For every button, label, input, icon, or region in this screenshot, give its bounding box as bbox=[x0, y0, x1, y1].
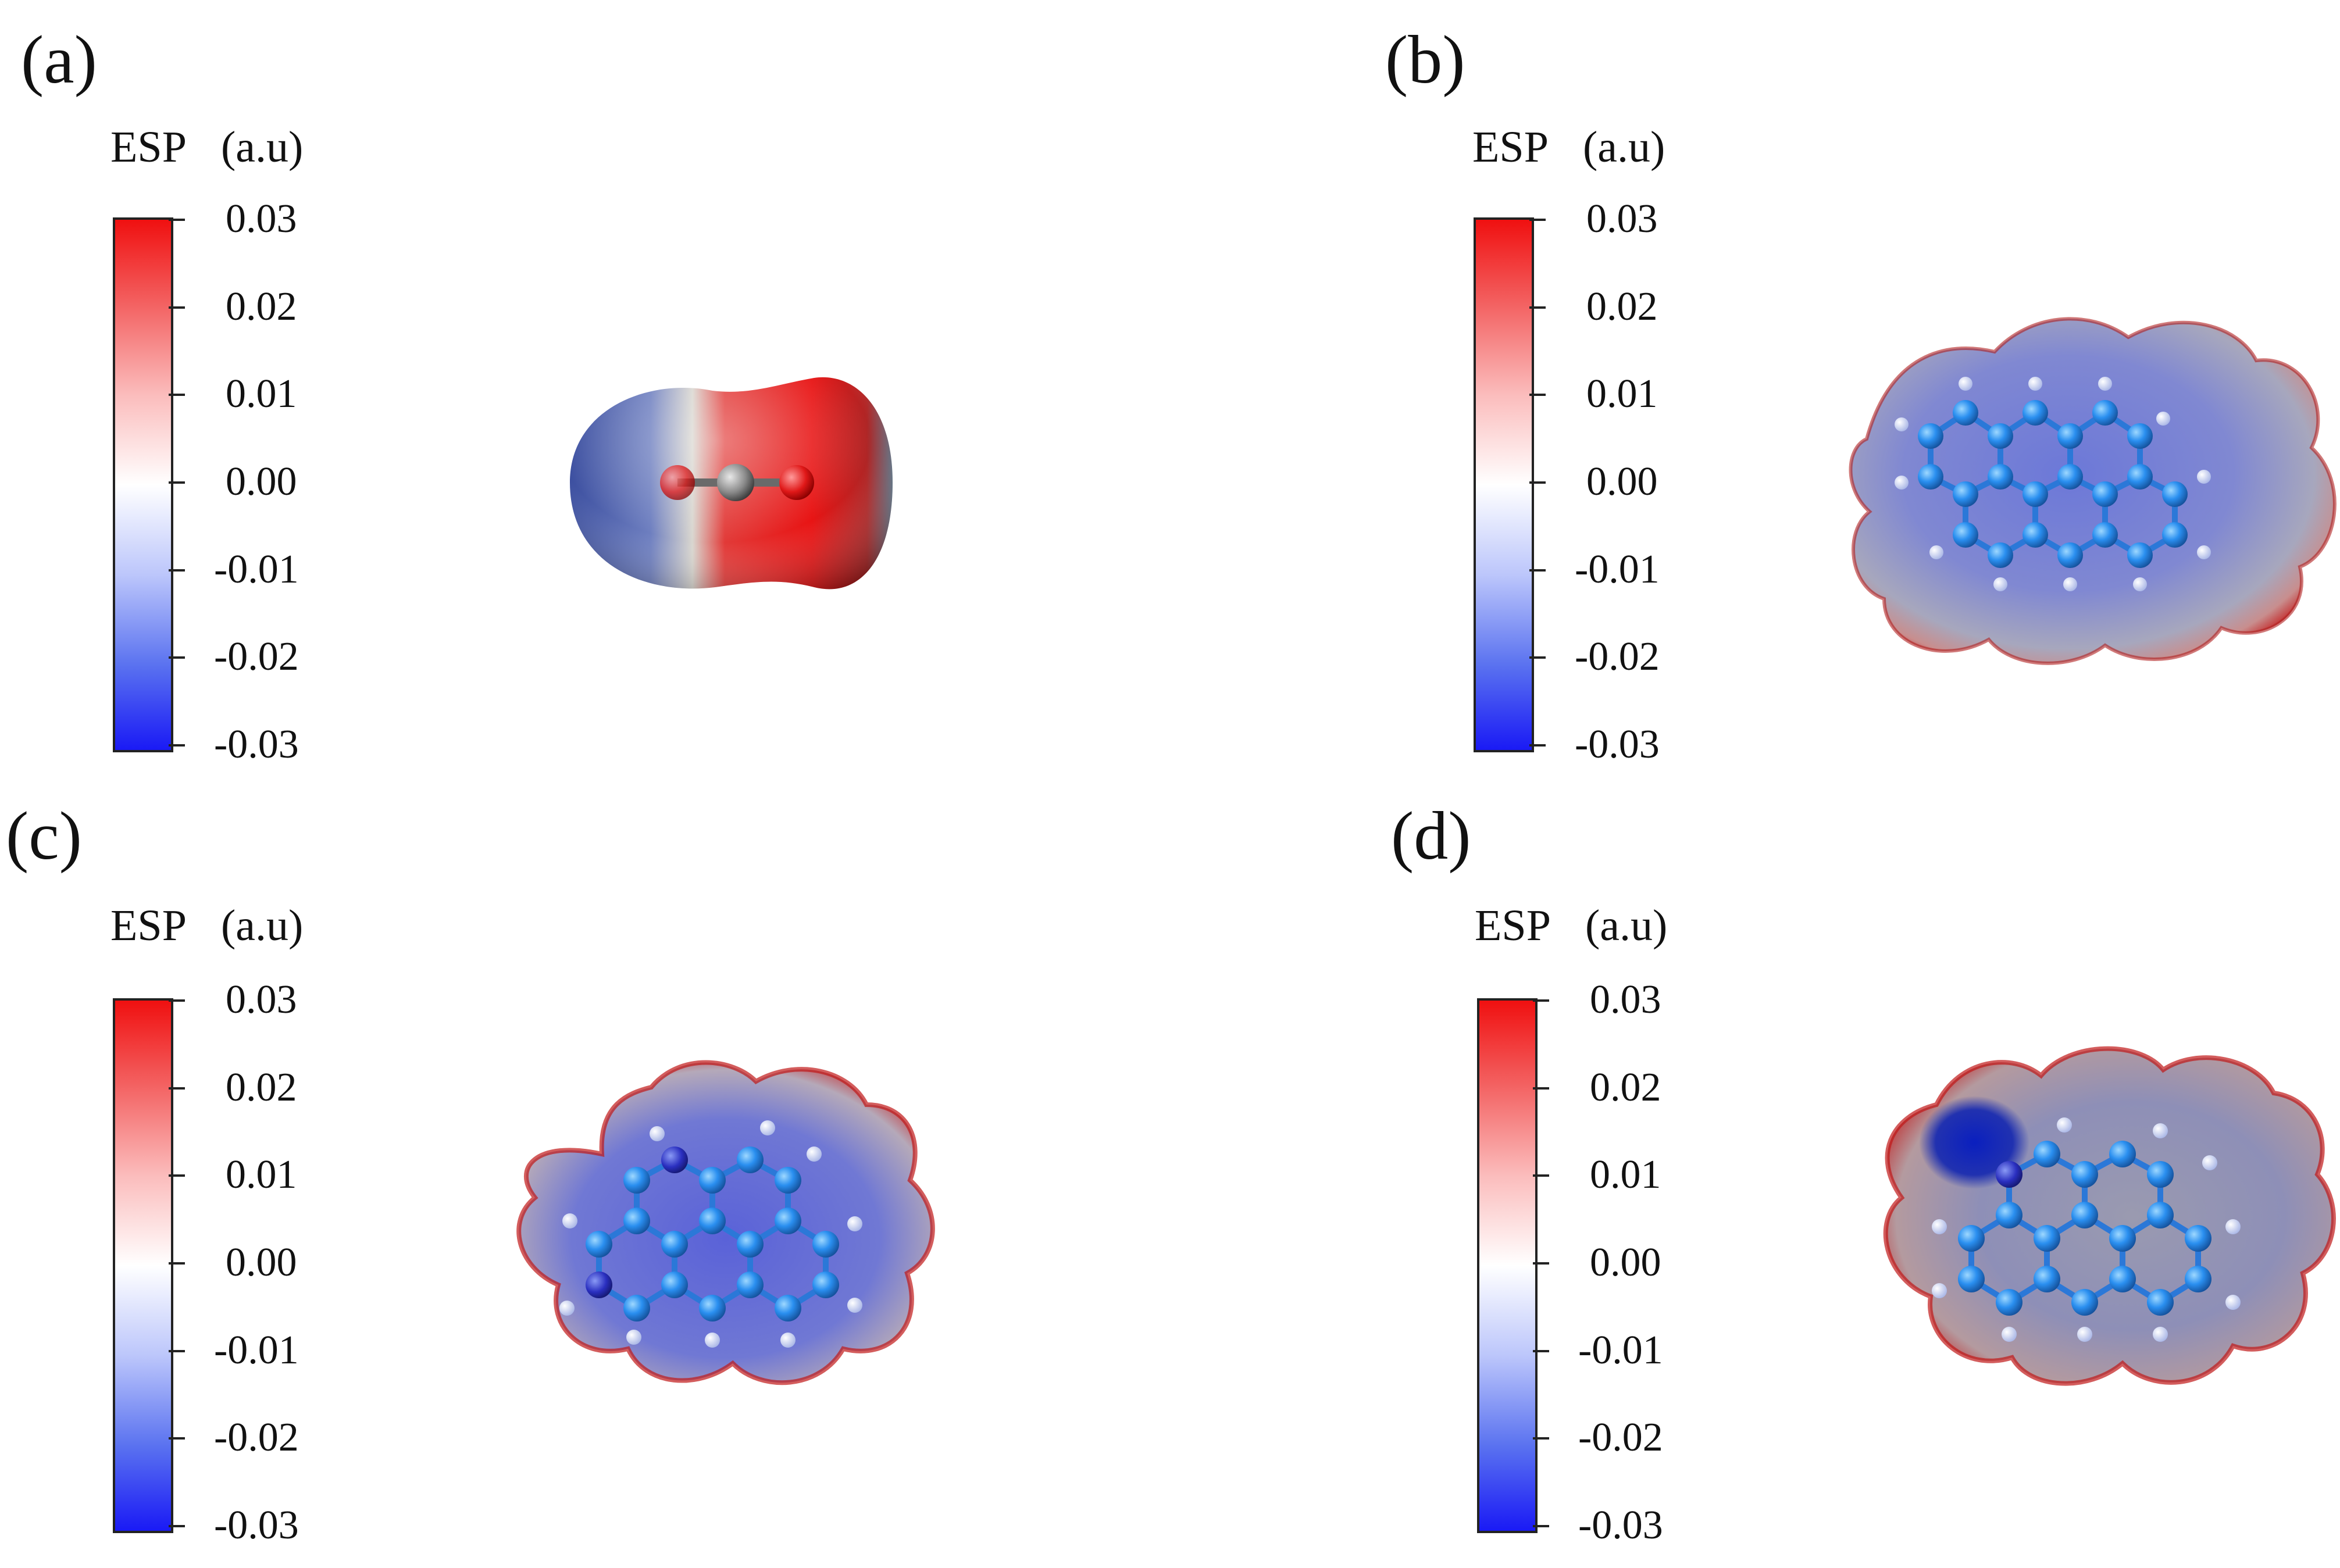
colorbar-tick bbox=[1529, 481, 1546, 484]
colorbar-tick bbox=[1529, 306, 1546, 309]
colorbar-tick-label: 0.00 bbox=[226, 459, 297, 504]
panel-a-esp-surface bbox=[570, 377, 893, 590]
colorbar-tick-label: 0.02 bbox=[226, 1065, 297, 1110]
colorbar-tick bbox=[1533, 1262, 1549, 1265]
colorbar-tick bbox=[1533, 1437, 1549, 1440]
colorbar-title: ESP (a.u) bbox=[1475, 901, 1667, 951]
colorbar-tick bbox=[1533, 1349, 1549, 1352]
colorbar-tick-label: -0.03 bbox=[214, 722, 299, 767]
colorbar-tick-label: 0.01 bbox=[1590, 1152, 1661, 1198]
colorbar-tick-label: 0.02 bbox=[1586, 284, 1658, 329]
panel-d: (d) ESP (a.u) 0.03 0.02 0.01 0.00 -0.01 -0.02… bbox=[1170, 784, 2340, 1568]
colorbar-title: ESP (a.u) bbox=[1472, 122, 1665, 173]
colorbar-tick bbox=[169, 1349, 185, 1352]
colorbar-tick bbox=[169, 394, 185, 397]
panel-b: (b) ESP (a.u) 0.03 0.02 0.01 0.00 -0.01 -0.02… bbox=[1170, 0, 2340, 784]
colorbar-tick-label: -0.03 bbox=[1578, 1503, 1663, 1548]
colorbar-tick-label: 0.03 bbox=[1586, 197, 1658, 241]
colorbar-tick-label: -0.02 bbox=[1575, 634, 1660, 680]
panel-d-esp-surface bbox=[1883, 1046, 2336, 1386]
colorbar-tick bbox=[169, 1262, 185, 1265]
colorbar-tick bbox=[1529, 744, 1546, 747]
colorbar-tick-label: -0.02 bbox=[214, 634, 299, 680]
esp-label: ESP bbox=[1472, 123, 1549, 172]
colorbar-tick-label: 0.01 bbox=[1586, 372, 1658, 417]
colorbar-tick-label: 0.03 bbox=[1590, 977, 1661, 1022]
unit-label: (a.u) bbox=[1585, 901, 1668, 950]
panel-label: (b) bbox=[1385, 22, 1465, 98]
colorbar-tick-label: 0.03 bbox=[226, 197, 297, 241]
panel-c: (c) ESP (a.u) 0.03 0.02 0.01 0.00 -0.01 -0.02… bbox=[0, 784, 1170, 1568]
colorbar-tick bbox=[1533, 1174, 1549, 1177]
colorbar-tick-label: 0.00 bbox=[1586, 459, 1658, 504]
colorbar-tick bbox=[1533, 1525, 1549, 1527]
colorbar-tick-label: 0.01 bbox=[226, 372, 297, 417]
colorbar-tick bbox=[1529, 394, 1546, 397]
colorbar-tick-label: -0.01 bbox=[214, 1327, 299, 1373]
colorbar-tick bbox=[169, 999, 185, 1002]
colorbar-tick bbox=[1533, 1087, 1549, 1090]
colorbar-tick-label: -0.01 bbox=[1575, 547, 1660, 592]
colorbar-tick bbox=[1529, 569, 1546, 572]
colorbar-tick bbox=[1529, 219, 1546, 221]
panel-label: (a) bbox=[21, 22, 97, 98]
unit-label: (a.u) bbox=[220, 901, 304, 950]
colorbar-tick-label: 0.00 bbox=[226, 1240, 297, 1285]
panel-a: (a) ESP (a.u) 0.03 0.02 0.01 0.00 -0.01 -0.02… bbox=[0, 0, 1170, 784]
esp-label: ESP bbox=[110, 123, 187, 172]
esp-colorbar bbox=[113, 998, 173, 1533]
colorbar-tick-label: -0.02 bbox=[214, 1415, 299, 1460]
colorbar-tick-label: -0.01 bbox=[214, 547, 299, 592]
esp-colorbar bbox=[1477, 998, 1538, 1533]
panel-label: (c) bbox=[6, 798, 82, 874]
colorbar-tick bbox=[169, 1437, 185, 1440]
colorbar-title: ESP (a.u) bbox=[110, 901, 303, 951]
colorbar-tick bbox=[169, 1174, 185, 1177]
esp-colorbar bbox=[1474, 217, 1534, 752]
unit-label: (a.u) bbox=[220, 123, 304, 172]
colorbar-tick-label: -0.01 bbox=[1578, 1327, 1663, 1373]
colorbar-tick-label: -0.03 bbox=[1575, 722, 1660, 767]
colorbar-tick bbox=[169, 306, 185, 309]
colorbar-tick-label: 0.01 bbox=[226, 1152, 297, 1198]
colorbar-tick bbox=[169, 1525, 185, 1527]
colorbar-tick bbox=[169, 1087, 185, 1090]
colorbar-tick bbox=[1529, 656, 1546, 659]
colorbar-tick-label: 0.03 bbox=[226, 977, 297, 1022]
colorbar-tick-label: -0.02 bbox=[1578, 1415, 1663, 1460]
colorbar-tick bbox=[169, 656, 185, 659]
colorbar-tick bbox=[169, 219, 185, 221]
colorbar-tick bbox=[1533, 999, 1549, 1002]
colorbar-tick bbox=[169, 481, 185, 484]
colorbar-tick-label: -0.03 bbox=[214, 1503, 299, 1548]
panel-c-esp-surface bbox=[516, 1060, 935, 1385]
colorbar-tick bbox=[169, 569, 185, 572]
colorbar-title: ESP (a.u) bbox=[110, 122, 303, 173]
panel-label: (d) bbox=[1391, 798, 1471, 874]
esp-label: ESP bbox=[1475, 901, 1551, 950]
esp-colorbar bbox=[113, 217, 173, 752]
panel-b-esp-surface bbox=[1849, 317, 2337, 665]
colorbar-tick-label: 0.02 bbox=[226, 284, 297, 329]
colorbar-tick bbox=[169, 744, 185, 747]
colorbar-tick-label: 0.00 bbox=[1590, 1240, 1661, 1285]
esp-label: ESP bbox=[110, 901, 187, 950]
unit-label: (a.u) bbox=[1582, 123, 1665, 172]
colorbar-tick-label: 0.02 bbox=[1590, 1065, 1661, 1110]
